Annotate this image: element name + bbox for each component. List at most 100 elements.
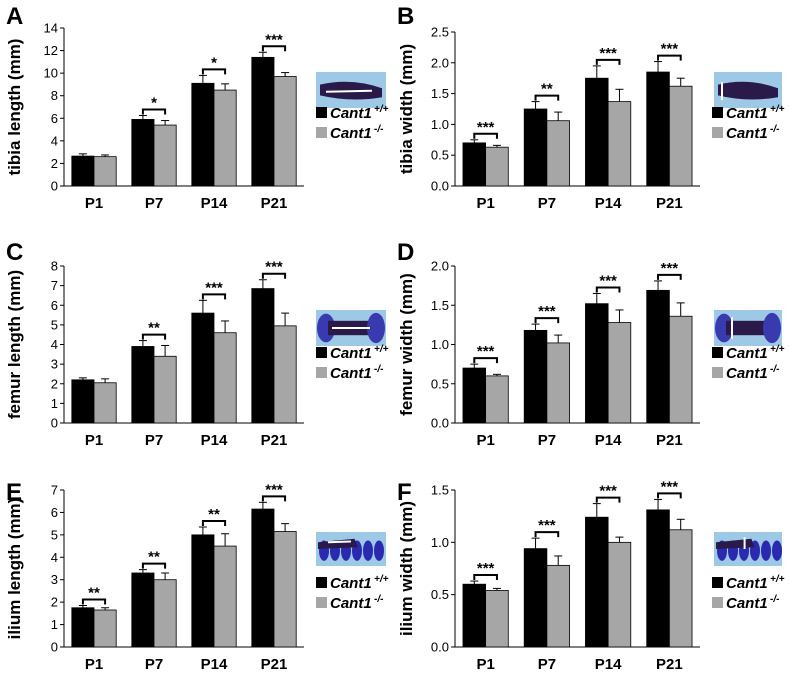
bar-knockout — [273, 325, 297, 424]
significance-label: *** — [599, 45, 617, 62]
bar-wildtype — [523, 329, 548, 424]
legend-swatch-knockout — [712, 367, 723, 378]
y-tick-label: 1.0 — [431, 535, 449, 550]
y-tick-label: 1.5 — [431, 483, 449, 498]
significance-bracket — [473, 574, 498, 581]
bar-knockout — [213, 545, 237, 648]
bar-knockout — [546, 120, 570, 187]
legend-label-knockout: Cant1 — [726, 365, 768, 382]
y-tick-label: 4 — [51, 337, 58, 352]
significance-label: * — [151, 94, 157, 111]
y-tick-label: 6 — [51, 505, 58, 520]
y-tick-label: 5 — [51, 527, 58, 542]
significance-label: *** — [477, 560, 495, 577]
legend-swatch-wildtype — [712, 347, 723, 358]
significance-bracket — [201, 293, 227, 300]
significance-label: ** — [148, 549, 160, 566]
x-tick-label: P7 — [145, 432, 163, 449]
significance-label: *** — [477, 119, 495, 136]
legend-sup-knockout: -/- — [374, 594, 384, 605]
x-tick-label: P7 — [538, 656, 556, 673]
y-axis-label: tibia width (mm) — [397, 44, 416, 174]
significance-bracket — [261, 495, 287, 502]
significance-bracket — [141, 108, 167, 115]
legend-swatch-wildtype — [316, 347, 327, 358]
legend: Cant1 +/+Cant1 -/- — [712, 574, 785, 612]
y-tick-label: 14 — [44, 21, 58, 36]
x-tick-label: P21 — [261, 195, 288, 212]
significance-bracket — [473, 357, 498, 364]
significance-label: ** — [88, 585, 100, 602]
y-tick-label: 12 — [44, 43, 58, 58]
vertebra-shape — [772, 540, 782, 561]
y-axis-label: femur length (mm) — [5, 270, 24, 419]
significance-label: *** — [661, 260, 679, 277]
y-tick-label: 0.5 — [431, 148, 449, 163]
legend-swatch-wildtype — [712, 107, 723, 118]
legend-swatch-knockout — [316, 367, 327, 378]
significance-bracket — [261, 45, 287, 52]
y-tick-label: 0.0 — [431, 416, 449, 431]
bar-knockout — [213, 332, 237, 424]
bar-knockout — [153, 355, 177, 424]
bar-wildtype — [71, 379, 95, 424]
x-tick-label: P21 — [656, 432, 683, 449]
y-axis-label: ilium width (mm) — [397, 501, 416, 636]
bar-knockout — [273, 531, 297, 648]
bar-wildtype — [462, 367, 487, 424]
legend-swatch-wildtype — [316, 107, 327, 118]
significance-bracket — [657, 54, 682, 61]
bar-knockout — [668, 85, 693, 187]
x-tick-label: P21 — [656, 656, 683, 673]
y-tick-label: 2.0 — [431, 259, 449, 274]
significance-label: *** — [265, 31, 283, 48]
y-tick-label: 3 — [51, 572, 58, 587]
significance-label: *** — [599, 272, 617, 289]
significance-label: ** — [208, 506, 220, 523]
x-tick-label: P14 — [201, 656, 228, 673]
bar-wildtype — [251, 56, 275, 187]
bar-knockout — [93, 156, 117, 187]
bar-wildtype — [251, 508, 275, 648]
y-tick-label: 1.0 — [431, 337, 449, 352]
significance-bracket — [534, 94, 560, 101]
y-axis-label: femur width (mm) — [397, 273, 416, 416]
significance-bracket — [595, 58, 621, 65]
y-tick-label: 2 — [51, 595, 58, 610]
x-tick-label: P14 — [201, 195, 228, 212]
bar-wildtype — [646, 509, 670, 648]
significance-label: *** — [538, 517, 556, 534]
y-tick-label: 4 — [51, 133, 58, 148]
significance-label: ** — [541, 81, 553, 98]
significance-label: *** — [599, 483, 617, 500]
significance-label: *** — [265, 259, 283, 276]
x-tick-label: P7 — [145, 656, 163, 673]
y-tick-label: 1.5 — [431, 298, 449, 313]
significance-bracket — [141, 562, 167, 569]
bar-wildtype — [71, 155, 95, 187]
bar-knockout — [485, 590, 509, 648]
x-tick-label: P14 — [201, 432, 228, 449]
legend-label-wildtype: Cant1 — [330, 105, 372, 122]
x-tick-label: P7 — [145, 195, 163, 212]
bar-wildtype — [523, 548, 548, 648]
measure-line — [325, 89, 373, 93]
x-tick-label: P1 — [85, 656, 103, 673]
bar-knockout — [93, 382, 117, 424]
legend-swatch-wildtype — [712, 577, 723, 588]
x-tick-label: P21 — [261, 432, 288, 449]
panel-letter: F — [397, 479, 412, 506]
legend-sup-wildtype: +/+ — [770, 574, 785, 585]
legend-sup-knockout: -/- — [374, 124, 384, 135]
bar-wildtype — [131, 572, 155, 648]
legend-sup-wildtype: +/+ — [374, 574, 389, 585]
legend-label-wildtype: Cant1 — [726, 345, 768, 362]
bar-knockout — [546, 342, 570, 424]
legend-swatch-knockout — [316, 597, 327, 608]
bone-shape — [718, 81, 778, 100]
y-axis-label: tibia length (mm) — [5, 39, 24, 176]
bar-knockout — [485, 375, 509, 424]
